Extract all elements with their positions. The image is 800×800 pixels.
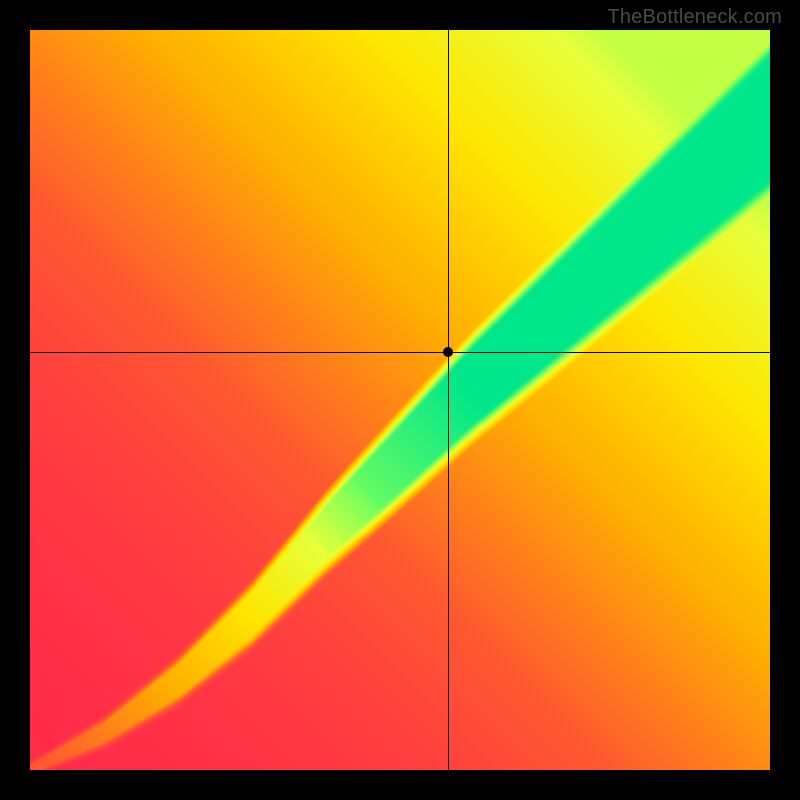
crosshair-vertical bbox=[448, 30, 449, 770]
watermark-text: TheBottleneck.com bbox=[607, 6, 782, 29]
heatmap-canvas bbox=[30, 30, 770, 770]
chart-container: TheBottleneck.com bbox=[0, 0, 800, 800]
marker-dot bbox=[443, 347, 453, 357]
plot-area bbox=[30, 30, 770, 770]
crosshair-horizontal bbox=[30, 352, 770, 353]
